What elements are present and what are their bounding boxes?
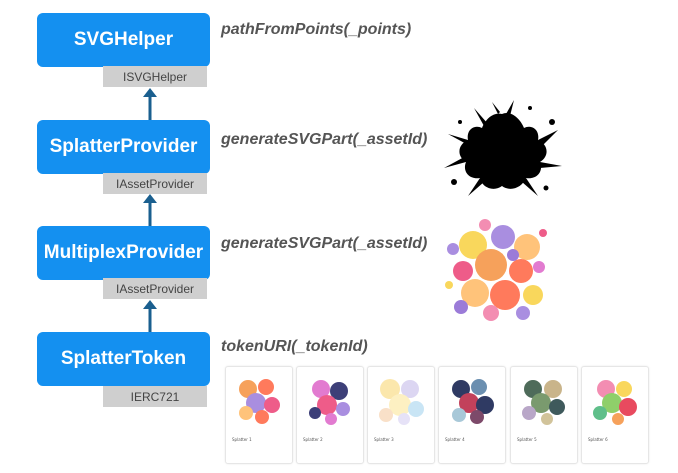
multiplex-provider-method-label: generateSVGPart(_assetId) [221,235,428,252]
splatter-provider-box: SplatterProvider [37,120,210,174]
token-card[interactable]: Splatter 5 [510,366,578,464]
svg-helper-method-label: pathFromPoints(_points) [221,21,412,38]
splatter-provider-interface-tag: IAssetProvider [103,173,207,194]
token-card-image [239,379,280,424]
splatter-token-box: SplatterToken [37,332,210,386]
splatter-provider-method-label: generateSVGPart(_assetId) [221,131,428,148]
token-card-label: Splatter 6 [588,437,608,442]
token-card-image [452,379,494,424]
svg-helper-box: SVGHelper [37,13,210,67]
token-card-label: Splatter 5 [517,437,537,442]
multiplex-provider-box: MultiplexProvider [37,226,210,280]
token-card-image [593,380,637,425]
token-card[interactable]: Splatter 4 [438,366,506,464]
svg-helper-interface-tag: ISVGHelper [103,66,207,87]
multiplex-provider-interface-tag: IAssetProvider [103,278,207,299]
token-card-label: Splatter 3 [374,437,394,442]
token-card-label: Splatter 1 [232,437,252,442]
token-card[interactable]: Splatter 1 [225,366,293,464]
token-card[interactable]: Splatter 6 [581,366,649,464]
token-card-image [309,380,350,425]
token-card[interactable]: Splatter 3 [367,366,435,464]
token-card-image [379,379,424,425]
multicolor-splatter-image [445,219,547,321]
arrow-splatter-to-svghelper [143,88,157,120]
arrow-multiplex-to-splatter [143,194,157,226]
black-splatter-image [444,100,562,196]
token-card-image [522,380,565,425]
splatter-token-interface-tag: IERC721 [103,386,207,407]
token-card[interactable]: Splatter 2 [296,366,364,464]
token-card-label: Splatter 2 [303,437,323,442]
arrow-token-to-multiplex [143,300,157,332]
token-card-label: Splatter 4 [445,437,465,442]
splatter-token-method-label: tokenURI(_tokenId) [221,338,368,355]
